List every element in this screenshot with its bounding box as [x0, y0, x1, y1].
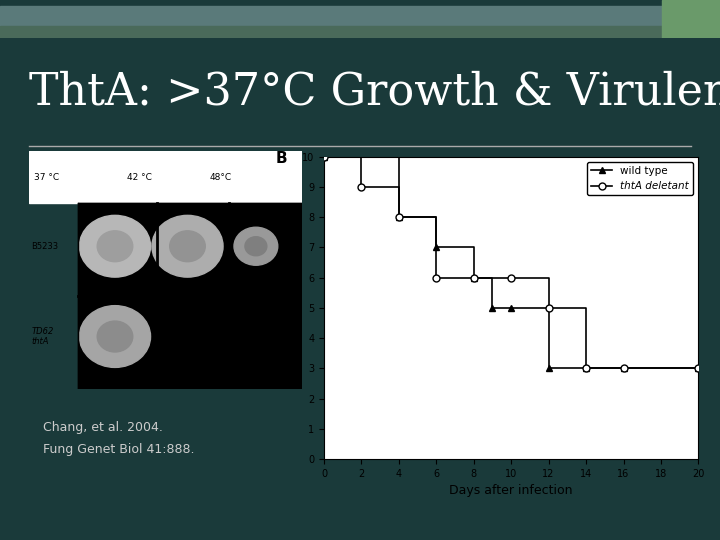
Text: 42 °C: 42 °C	[127, 173, 152, 182]
Text: TD62
thtA: TD62 thtA	[32, 327, 54, 346]
Circle shape	[152, 215, 223, 277]
Bar	[0, 5, 662, 26]
Bar	[662, 0, 720, 38]
Circle shape	[79, 306, 150, 367]
Legend: wild type, thtA deletant: wild type, thtA deletant	[587, 162, 693, 195]
Circle shape	[234, 227, 278, 265]
Text: B5233: B5233	[32, 242, 58, 251]
Circle shape	[170, 231, 205, 262]
Text: 37 °C: 37 °C	[35, 173, 59, 182]
Bar	[29, 151, 302, 204]
Text: ThtA: >37°C Growth & Virulence: ThtA: >37°C Growth & Virulence	[29, 70, 720, 113]
Y-axis label: Number of mice: Number of mice	[284, 258, 297, 358]
Text: B: B	[275, 151, 287, 166]
Circle shape	[79, 215, 150, 277]
Bar	[78, 204, 302, 389]
Bar	[0, 26, 662, 38]
Circle shape	[97, 231, 132, 262]
Circle shape	[245, 237, 267, 256]
Text: 48°C: 48°C	[210, 173, 232, 182]
X-axis label: Days after infection: Days after infection	[449, 484, 573, 497]
Text: Fung Genet Biol 41:888.: Fung Genet Biol 41:888.	[43, 443, 194, 456]
Text: Chang, et al. 2004.: Chang, et al. 2004.	[43, 421, 163, 434]
Circle shape	[97, 321, 132, 352]
